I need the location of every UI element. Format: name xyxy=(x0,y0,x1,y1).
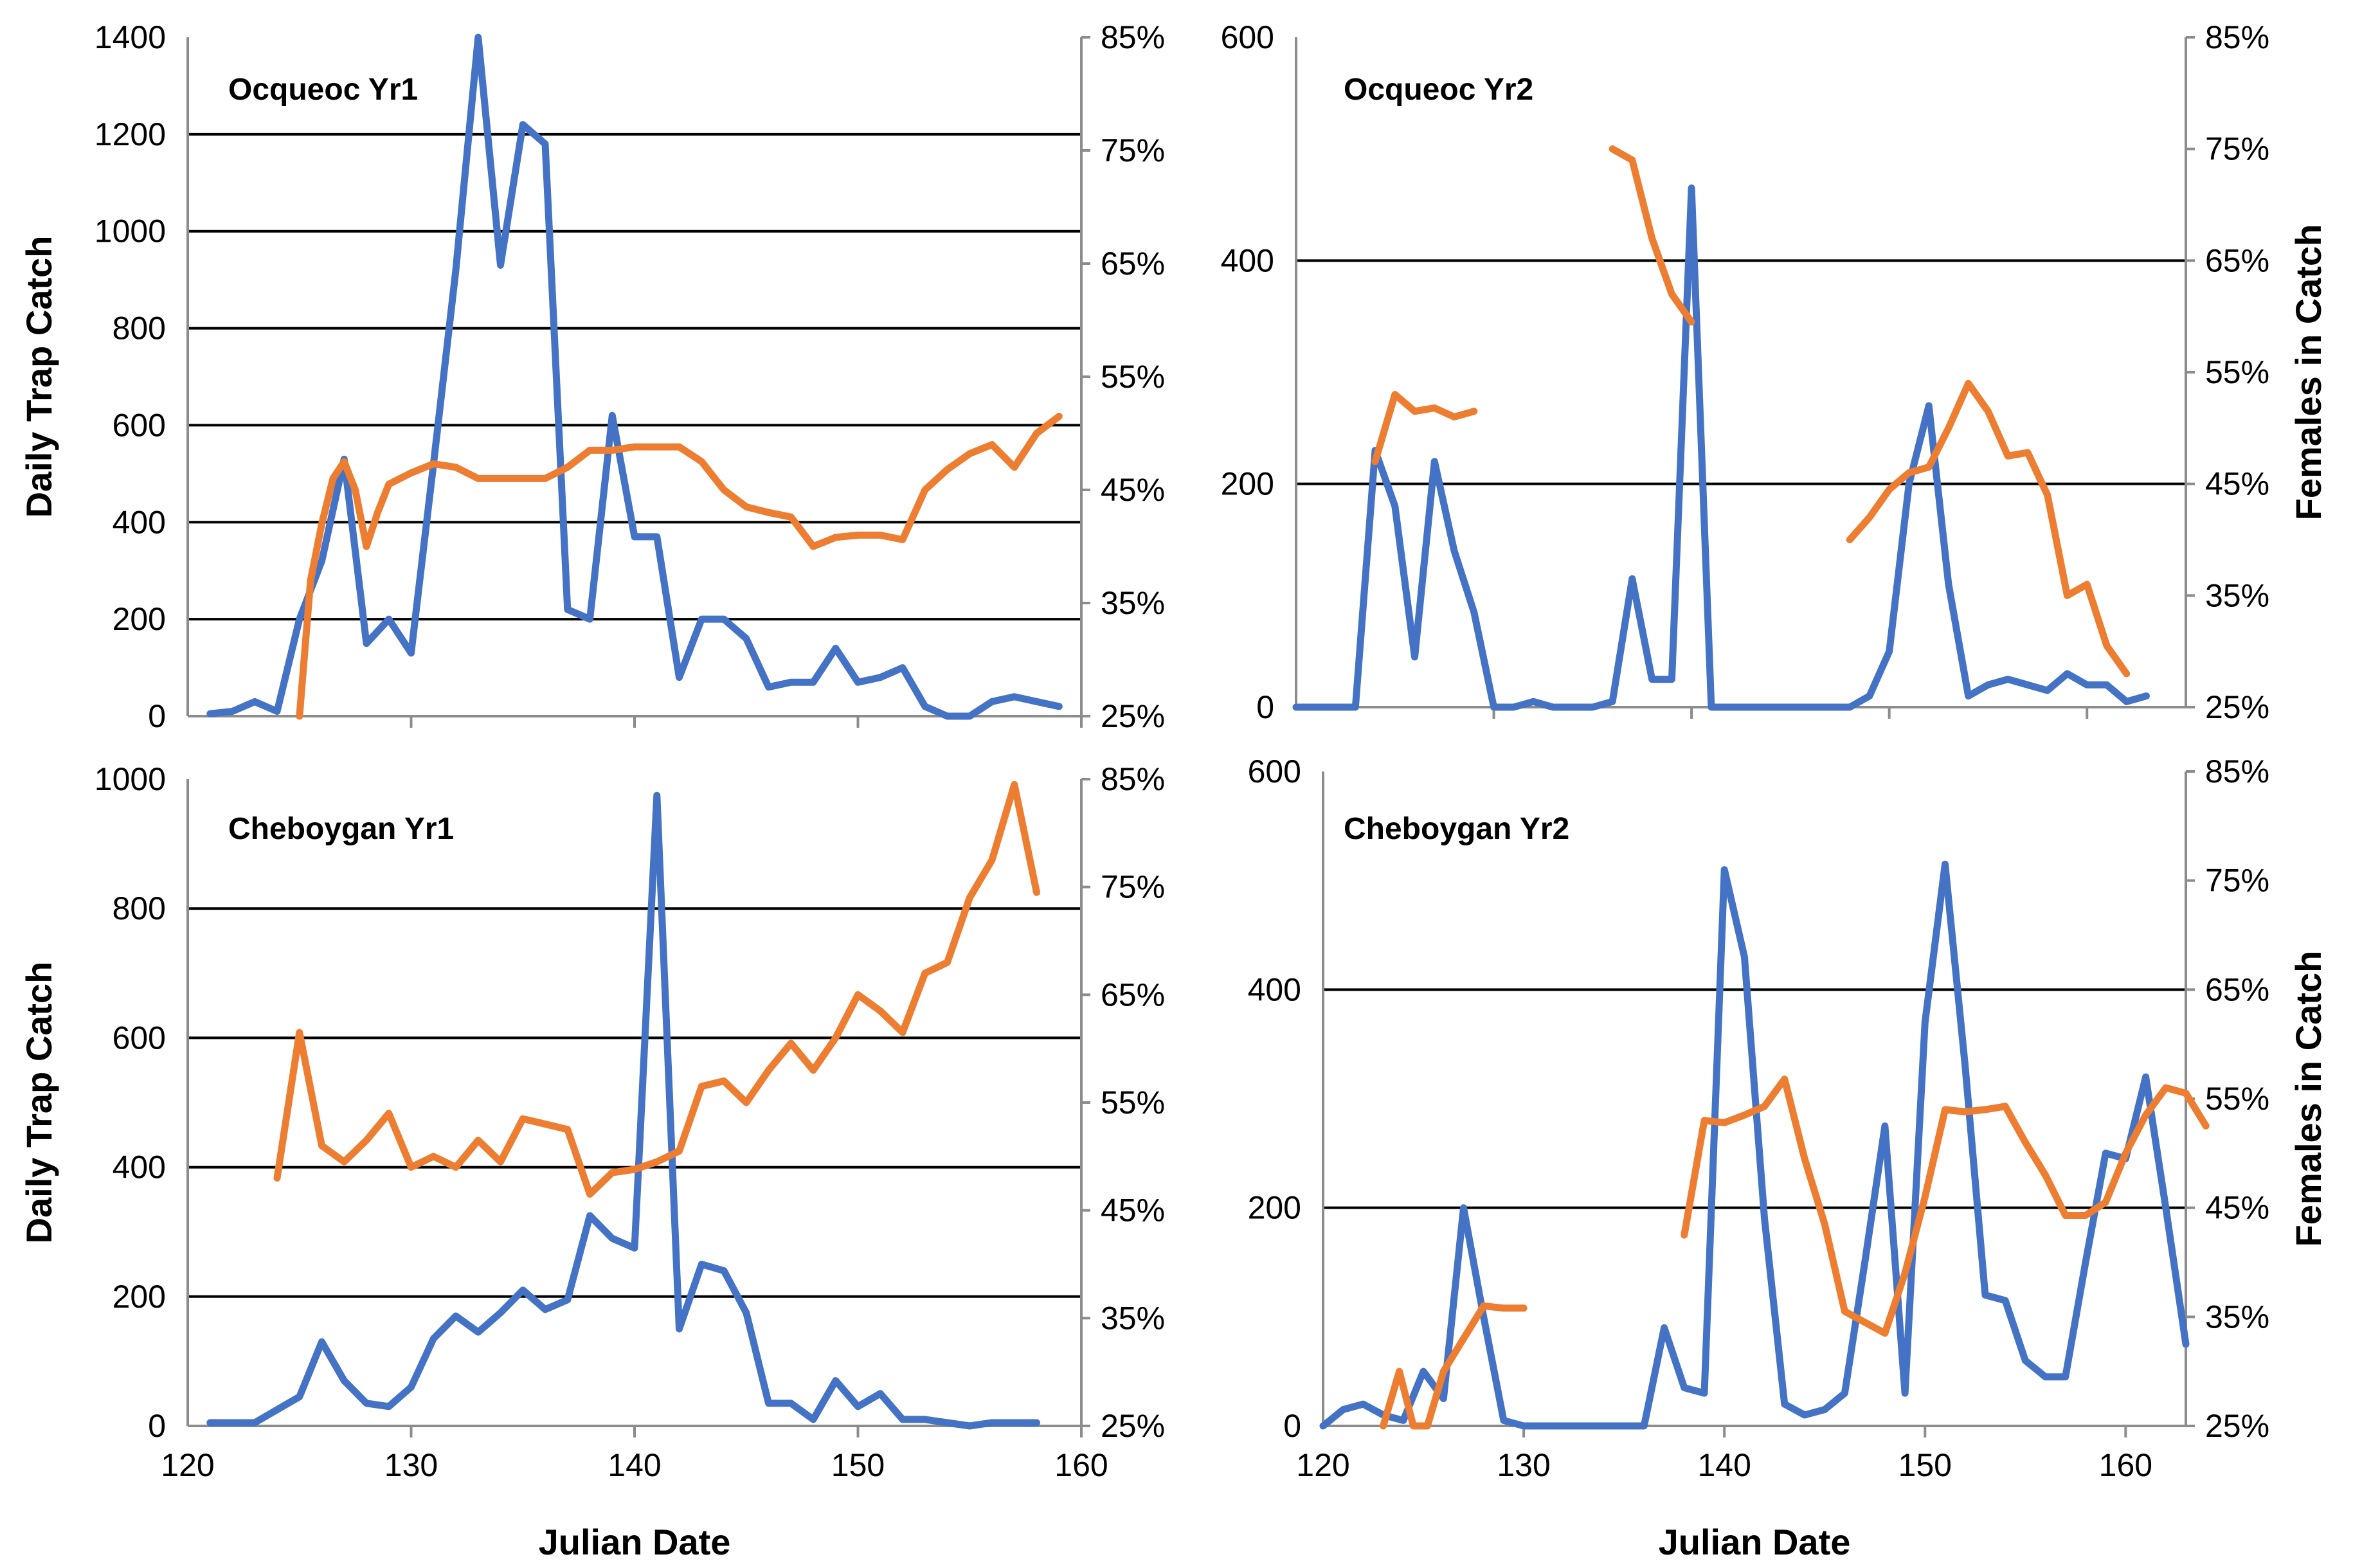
panel-3-y-tick-label: 200 xyxy=(113,1279,166,1315)
panel-1-y-tick-label: 1400 xyxy=(95,19,166,55)
panel-2-y2-tick-label: 25% xyxy=(2205,689,2269,725)
panel-3-y-tick-label: 600 xyxy=(113,1020,166,1056)
panel-4-y-tick-label: 400 xyxy=(1248,971,1301,1007)
panel-4-y2-tick-label: 25% xyxy=(2205,1408,2269,1444)
panel-2-y2-tick-label: 75% xyxy=(2205,131,2269,167)
panel-4-y-tick-label: 600 xyxy=(1248,753,1301,789)
panel-4-y2-tick-label: 35% xyxy=(2205,1299,2269,1335)
panel-1-y2-tick-label: 55% xyxy=(1101,359,1165,395)
panel-2-title: Ocqueoc Yr2 xyxy=(1344,73,1533,107)
panel-3-x-tick-label: 150 xyxy=(831,1447,885,1483)
panel-3-catch-line xyxy=(206,791,1040,1430)
panel-1-catch-line xyxy=(206,33,1063,720)
panel-3-y2-tick-label: 25% xyxy=(1101,1408,1165,1444)
panel-3-title: Cheboygan Yr1 xyxy=(228,812,454,846)
panel-4-x-tick-label: 160 xyxy=(2099,1447,2152,1483)
panel-2-y-tick-label: 600 xyxy=(1221,19,1274,55)
panel-4-y-tick-label: 0 xyxy=(1283,1408,1301,1444)
panel-2-females-line xyxy=(1371,391,1478,465)
panel-4-title: Cheboygan Yr2 xyxy=(1344,812,1569,846)
panel-1-y-tick-label: 200 xyxy=(113,601,166,637)
panel-3-y2-tick-label: 75% xyxy=(1101,869,1165,905)
panel-3-x-tick-label: 140 xyxy=(608,1447,661,1483)
panel-4-y2-tick-label: 45% xyxy=(2205,1190,2269,1226)
panel-4-y-tick-label: 200 xyxy=(1248,1190,1301,1226)
panel-1-y2-tick-label: 85% xyxy=(1101,19,1165,55)
panel-2-y-tick-label: 200 xyxy=(1221,466,1274,502)
panel-2-y-tick-label: 400 xyxy=(1221,242,1274,278)
panel-3-y2-tick-label: 85% xyxy=(1101,761,1165,797)
panel-4-y2-axis-title: Females in Catch xyxy=(2288,951,2329,1247)
panel-2-catch-line xyxy=(1292,184,2150,711)
panel-2-y2-tick-label: 55% xyxy=(2205,354,2269,390)
panel-2-y2-tick-label: 45% xyxy=(2205,466,2269,502)
panel-1-y-axis-title: Daily Trap Catch xyxy=(19,236,59,518)
panel-1-title: Ocqueoc Yr1 xyxy=(228,73,418,107)
panel-1-y2-tick-label: 75% xyxy=(1101,132,1165,168)
panel-4-x-tick-label: 130 xyxy=(1497,1447,1550,1483)
panel-4-x-tick-label: 140 xyxy=(1697,1447,1751,1483)
panel-3-x-axis-title: Julian Date xyxy=(539,1522,731,1562)
panel-4-y2-tick-label: 75% xyxy=(2205,863,2269,899)
panel-4-x-tick-label: 120 xyxy=(1296,1447,1349,1483)
panel-4-x-tick-label: 150 xyxy=(1898,1447,1952,1483)
panel-4-y2-tick-label: 55% xyxy=(2205,1081,2269,1117)
panel-1-y-tick-label: 400 xyxy=(113,504,166,540)
panel-1-y-tick-label: 600 xyxy=(113,407,166,443)
panel-1-y-tick-label: 1200 xyxy=(95,116,166,152)
panel-3-y-tick-label: 0 xyxy=(148,1408,166,1444)
panel-2-females-line xyxy=(1609,145,1695,326)
panel-3-y-tick-label: 400 xyxy=(113,1149,166,1185)
panel-3-y-tick-label: 800 xyxy=(113,890,166,926)
panel-3-y2-tick-label: 45% xyxy=(1101,1193,1165,1229)
panel-3-y2-tick-label: 55% xyxy=(1101,1085,1165,1121)
panel-1-y2-tick-label: 25% xyxy=(1101,698,1165,734)
panel-4-y2-tick-label: 65% xyxy=(2205,971,2269,1007)
panel-4-x-axis-title: Julian Date xyxy=(1659,1522,1851,1562)
panel-2-y2-tick-label: 65% xyxy=(2205,242,2269,278)
panel-1-y-tick-label: 0 xyxy=(148,698,166,734)
panel-1-y2-tick-label: 65% xyxy=(1101,246,1165,282)
panel-3-x-tick-label: 130 xyxy=(384,1447,438,1483)
panel-1-y-tick-label: 800 xyxy=(113,311,166,347)
panel-1-y2-tick-label: 35% xyxy=(1101,585,1165,621)
panel-3-y2-tick-label: 65% xyxy=(1101,977,1165,1013)
panel-3-x-tick-label: 160 xyxy=(1054,1447,1108,1483)
panel-2-y2-tick-label: 35% xyxy=(2205,577,2269,613)
panel-2-y2-tick-label: 85% xyxy=(2205,19,2269,55)
panel-2-y-tick-label: 0 xyxy=(1256,689,1274,725)
panel-3-y-axis-title: Daily Trap Catch xyxy=(19,962,59,1244)
panel-1-y-tick-label: 1000 xyxy=(95,213,166,249)
panel-3-y-tick-label: 1000 xyxy=(95,761,166,797)
panel-3-x-tick-label: 120 xyxy=(161,1447,214,1483)
panel-2-y2-axis-title: Females in Catch xyxy=(2288,224,2329,521)
panel-1-y2-tick-label: 45% xyxy=(1101,472,1165,508)
panel-4-catch-line xyxy=(1319,860,2190,1430)
panel-3-y2-tick-label: 35% xyxy=(1101,1300,1165,1336)
panel-4-y2-tick-label: 85% xyxy=(2205,753,2269,789)
